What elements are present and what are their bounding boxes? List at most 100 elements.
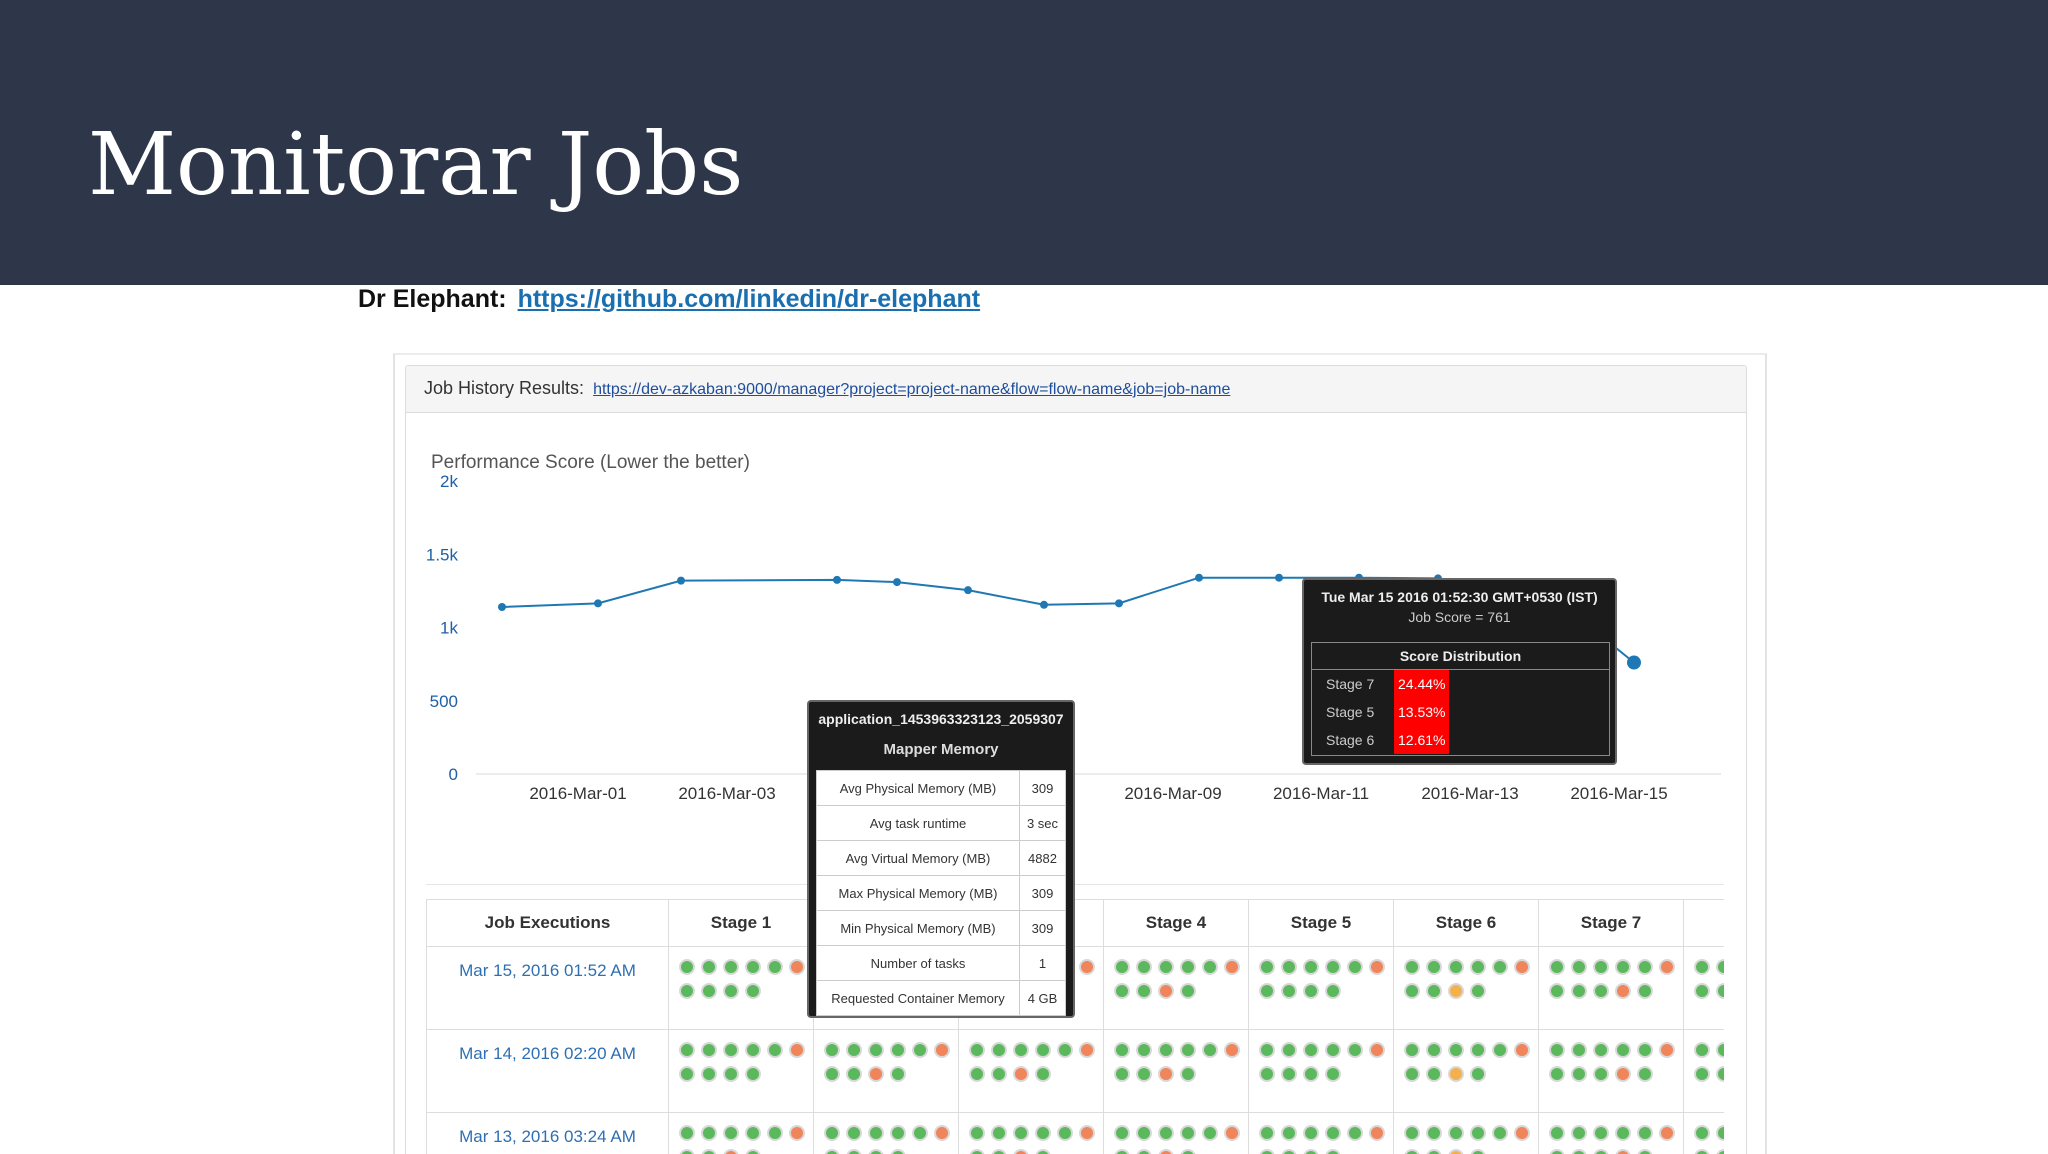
selected-data-point[interactable]	[1627, 656, 1641, 670]
task-status-dot[interactable]	[1224, 1125, 1240, 1141]
task-status-dot[interactable]	[1281, 1066, 1297, 1082]
data-point[interactable]	[498, 603, 506, 611]
task-status-dot[interactable]	[1637, 1042, 1653, 1058]
task-status-dot[interactable]	[1079, 1125, 1095, 1141]
task-status-dot[interactable]	[767, 1125, 783, 1141]
data-point[interactable]	[893, 578, 901, 586]
task-status-dot[interactable]	[1470, 959, 1486, 975]
task-status-dot[interactable]	[991, 1066, 1007, 1082]
task-status-dot[interactable]	[1694, 1042, 1710, 1058]
task-status-dot[interactable]	[1369, 1125, 1385, 1141]
task-status-dot[interactable]	[1448, 1042, 1464, 1058]
task-status-dot[interactable]	[868, 1042, 884, 1058]
task-status-dot[interactable]	[1448, 959, 1464, 975]
data-point[interactable]	[964, 586, 972, 594]
task-status-dot[interactable]	[1448, 1125, 1464, 1141]
task-status-dot[interactable]	[934, 1042, 950, 1058]
task-status-dot[interactable]	[1549, 1042, 1565, 1058]
task-status-dot[interactable]	[846, 1042, 862, 1058]
task-status-dot[interactable]	[1593, 983, 1609, 999]
task-status-dot[interactable]	[1470, 983, 1486, 999]
task-status-dot[interactable]	[1202, 1042, 1218, 1058]
task-status-dot[interactable]	[1114, 1066, 1130, 1082]
task-status-dot[interactable]	[1057, 1125, 1073, 1141]
task-status-dot[interactable]	[1158, 1125, 1174, 1141]
task-status-dot[interactable]	[1470, 1066, 1486, 1082]
data-point[interactable]	[1275, 574, 1283, 582]
task-status-dot[interactable]	[1114, 1042, 1130, 1058]
task-status-dot[interactable]	[1615, 1125, 1631, 1141]
task-status-dot[interactable]	[1571, 1066, 1587, 1082]
task-status-dot[interactable]	[1180, 959, 1196, 975]
task-status-dot[interactable]	[679, 1066, 695, 1082]
task-status-dot[interactable]	[1035, 1066, 1051, 1082]
task-status-dot[interactable]	[1035, 1125, 1051, 1141]
task-status-dot[interactable]	[1571, 1125, 1587, 1141]
task-status-dot[interactable]	[1259, 1066, 1275, 1082]
task-status-dot[interactable]	[701, 1066, 717, 1082]
task-status-dot[interactable]	[745, 1066, 761, 1082]
task-status-dot[interactable]	[1426, 1066, 1442, 1082]
task-status-dot[interactable]	[1404, 1066, 1420, 1082]
task-status-dot[interactable]	[1470, 1125, 1486, 1141]
task-status-dot[interactable]	[824, 1066, 840, 1082]
task-status-dot[interactable]	[745, 1125, 761, 1141]
task-status-dot[interactable]	[1448, 1066, 1464, 1082]
task-status-dot[interactable]	[868, 1125, 884, 1141]
task-status-dot[interactable]	[679, 983, 695, 999]
task-status-dot[interactable]	[1716, 1125, 1724, 1141]
task-status-dot[interactable]	[723, 983, 739, 999]
task-status-dot[interactable]	[890, 1066, 906, 1082]
task-status-dot[interactable]	[1136, 983, 1152, 999]
task-status-dot[interactable]	[679, 1042, 695, 1058]
task-status-dot[interactable]	[1637, 1125, 1653, 1141]
task-status-dot[interactable]	[1180, 983, 1196, 999]
task-status-dot[interactable]	[1114, 959, 1130, 975]
task-status-dot[interactable]	[1013, 1125, 1029, 1141]
task-status-dot[interactable]	[1470, 1042, 1486, 1058]
task-status-dot[interactable]	[868, 1066, 884, 1082]
task-status-dot[interactable]	[723, 1125, 739, 1141]
task-status-dot[interactable]	[1013, 1066, 1029, 1082]
task-status-dot[interactable]	[1716, 1066, 1724, 1082]
task-status-dot[interactable]	[969, 1042, 985, 1058]
dr-elephant-link[interactable]: https://github.com/linkedin/dr-elephant	[518, 285, 981, 313]
task-status-dot[interactable]	[679, 959, 695, 975]
data-point[interactable]	[1115, 599, 1123, 607]
task-status-dot[interactable]	[1593, 1066, 1609, 1082]
task-status-dot[interactable]	[1281, 959, 1297, 975]
task-status-dot[interactable]	[1571, 1042, 1587, 1058]
task-status-dot[interactable]	[723, 1042, 739, 1058]
task-status-dot[interactable]	[846, 1125, 862, 1141]
task-status-dot[interactable]	[824, 1125, 840, 1141]
task-status-dot[interactable]	[1202, 959, 1218, 975]
task-status-dot[interactable]	[745, 1042, 761, 1058]
task-status-dot[interactable]	[1514, 1042, 1530, 1058]
task-status-dot[interactable]	[1136, 1042, 1152, 1058]
task-status-dot[interactable]	[1347, 1042, 1363, 1058]
data-point[interactable]	[594, 599, 602, 607]
task-status-dot[interactable]	[1694, 1066, 1710, 1082]
task-status-dot[interactable]	[1136, 1066, 1152, 1082]
task-status-dot[interactable]	[969, 1066, 985, 1082]
task-status-dot[interactable]	[1593, 959, 1609, 975]
task-status-dot[interactable]	[679, 1125, 695, 1141]
task-status-dot[interactable]	[1158, 983, 1174, 999]
task-status-dot[interactable]	[1303, 1042, 1319, 1058]
task-status-dot[interactable]	[1369, 959, 1385, 975]
task-status-dot[interactable]	[1347, 1125, 1363, 1141]
task-status-dot[interactable]	[1404, 983, 1420, 999]
task-status-dot[interactable]	[789, 959, 805, 975]
task-status-dot[interactable]	[723, 959, 739, 975]
task-status-dot[interactable]	[1158, 959, 1174, 975]
task-status-dot[interactable]	[1325, 1042, 1341, 1058]
task-status-dot[interactable]	[767, 1042, 783, 1058]
task-status-dot[interactable]	[1202, 1125, 1218, 1141]
task-status-dot[interactable]	[1448, 983, 1464, 999]
execution-date-link[interactable]: Mar 15, 2016 01:52 AM	[427, 947, 669, 1030]
task-status-dot[interactable]	[701, 1042, 717, 1058]
task-status-dot[interactable]	[1615, 1042, 1631, 1058]
task-status-dot[interactable]	[1035, 1042, 1051, 1058]
task-status-dot[interactable]	[1347, 959, 1363, 975]
task-status-dot[interactable]	[1114, 983, 1130, 999]
